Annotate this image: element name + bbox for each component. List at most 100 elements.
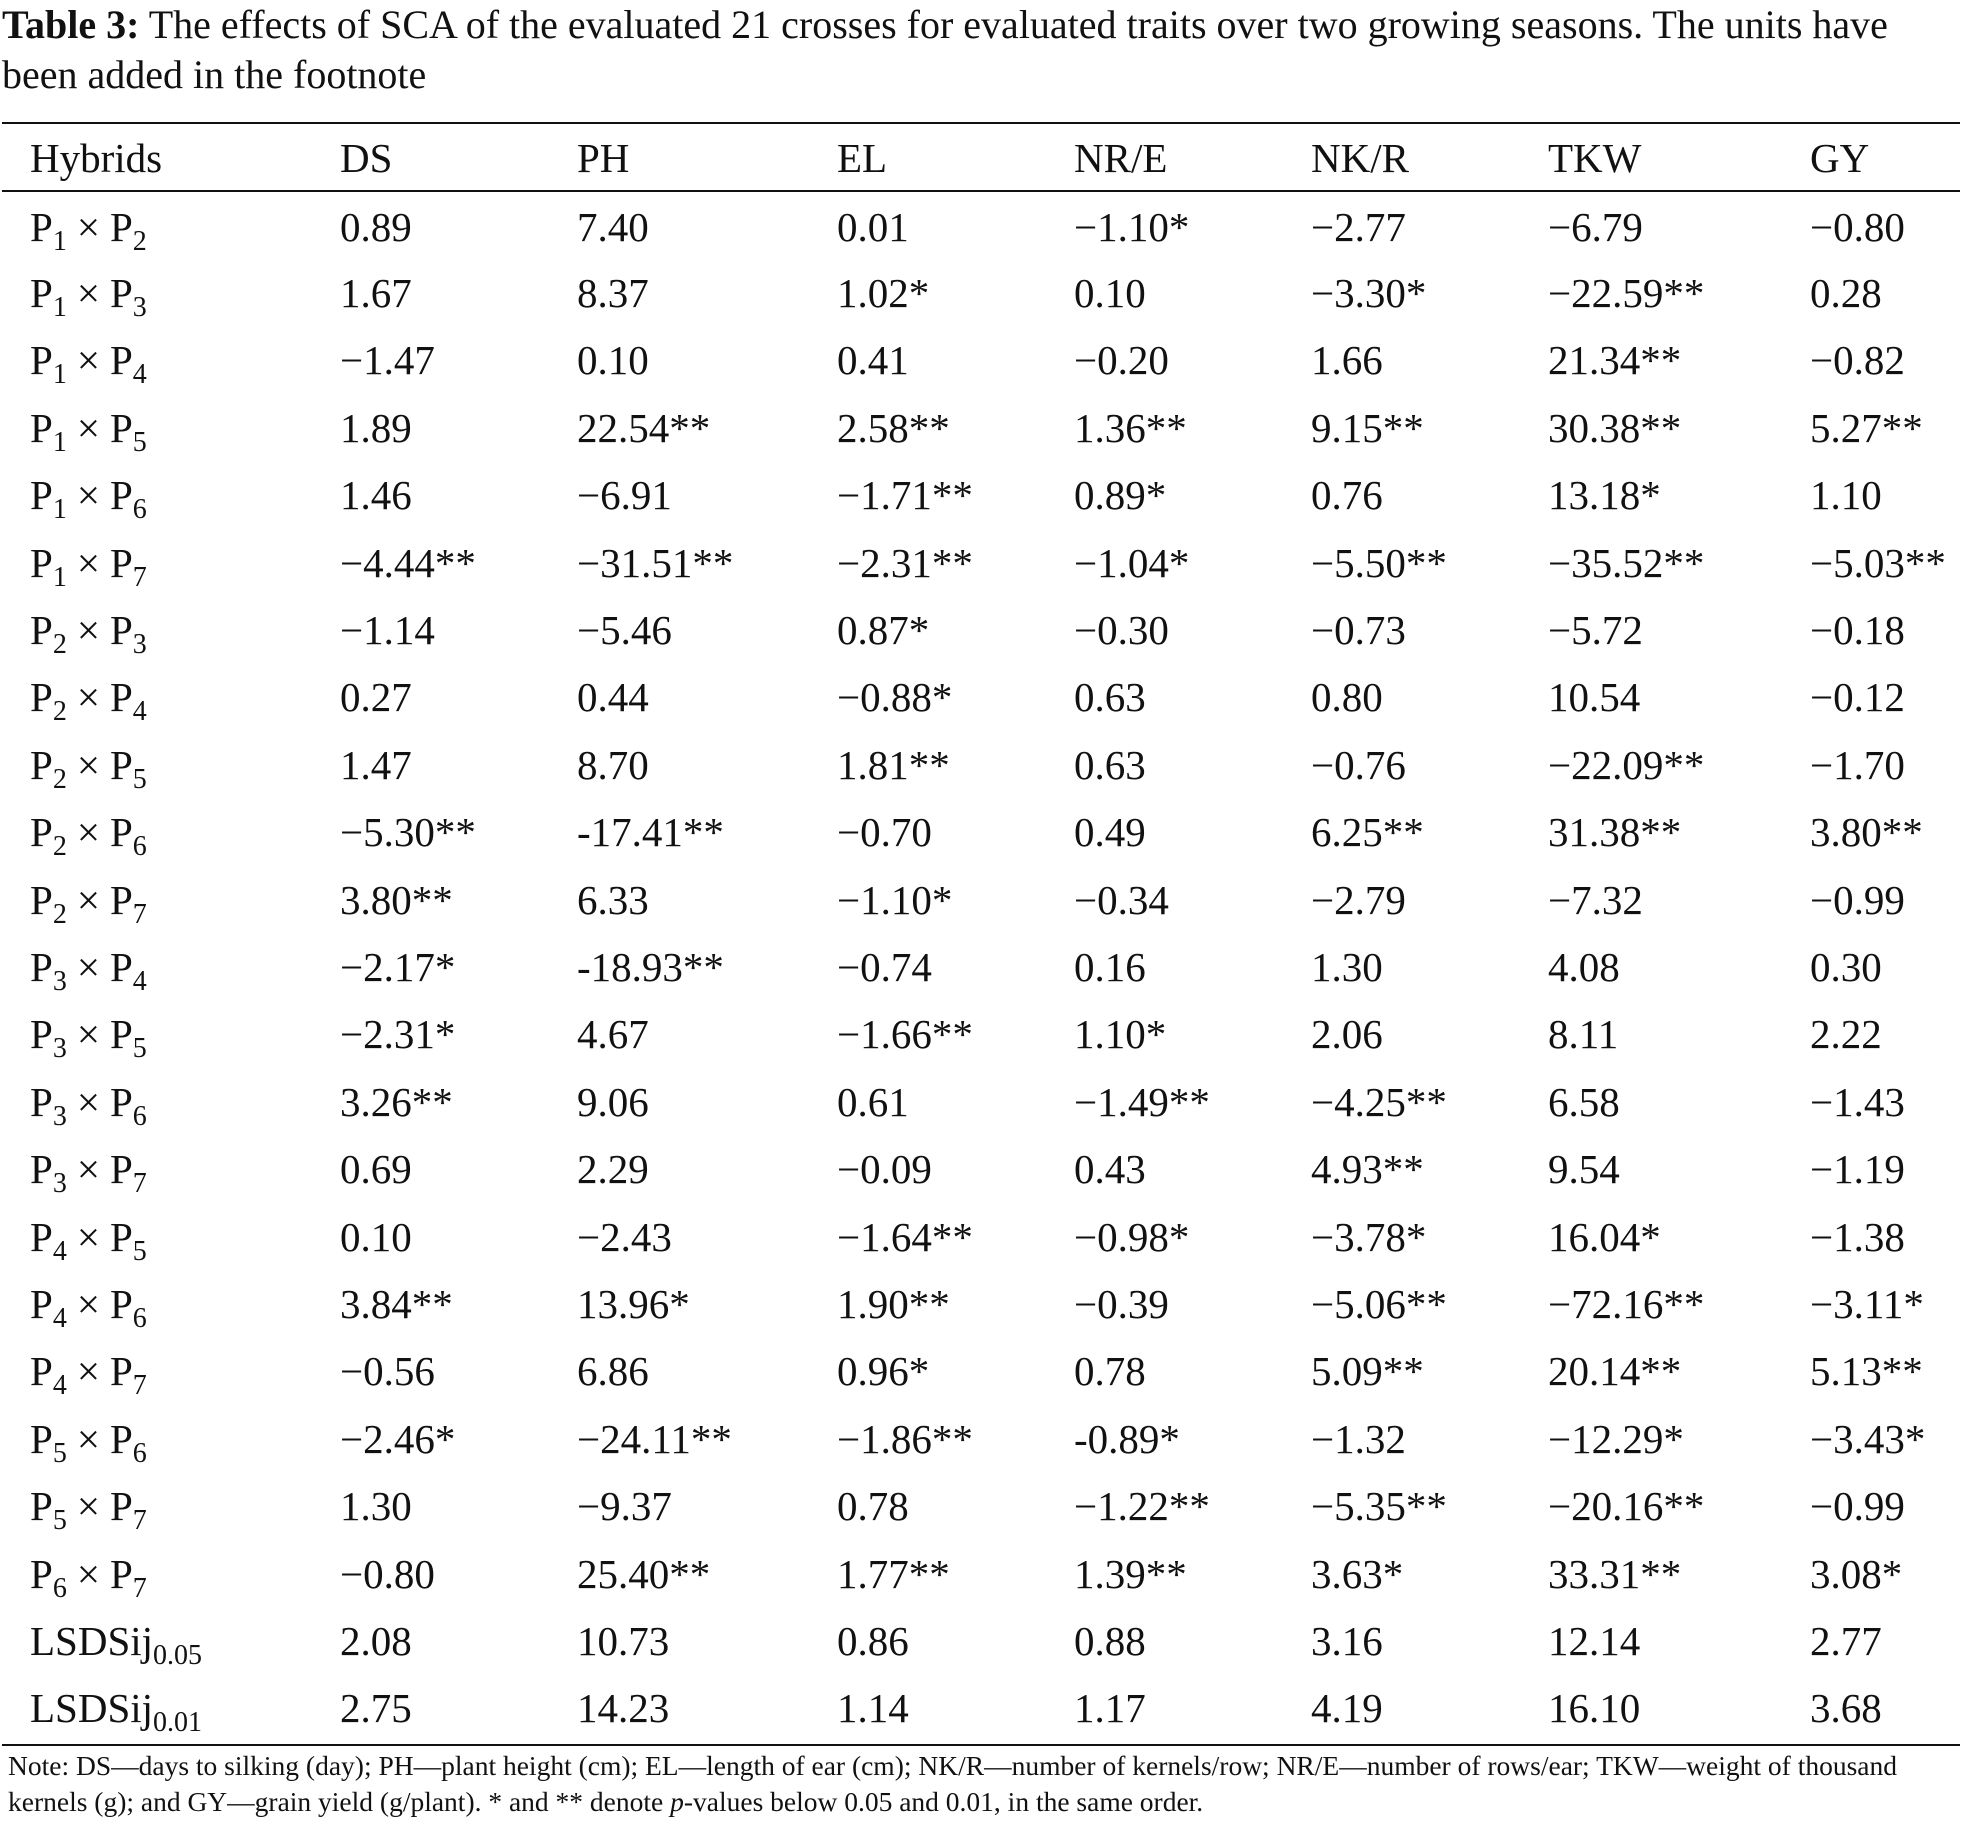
cross-operator: ×	[76, 203, 100, 250]
parent-b: P	[109, 809, 133, 856]
cross-operator: ×	[76, 741, 100, 788]
value-cell: 2.22	[1810, 1011, 1882, 1058]
value-cell: 1.89	[340, 404, 412, 451]
parent-b-index: 2	[132, 225, 147, 257]
hybrid-cell: P5 × P6	[2, 1405, 340, 1472]
parent-a: P	[30, 337, 53, 384]
parent-b: P	[109, 1213, 133, 1260]
parent-a: P	[30, 1415, 53, 1462]
parent-a-index: 2	[52, 629, 67, 661]
value-cell: 1.46	[340, 472, 412, 519]
value-cell: 0.30	[1810, 943, 1882, 990]
value-cell: −24.11**	[577, 1415, 732, 1462]
parent-a: P	[30, 876, 53, 923]
column-header-el: EL	[837, 135, 888, 181]
value-cell: 9.06	[577, 1078, 649, 1125]
value-cell: 0.10	[1074, 270, 1146, 317]
parent-a: P	[30, 1348, 53, 1395]
parent-a: P	[30, 1213, 53, 1260]
hybrid-cell: P6 × P7	[2, 1540, 340, 1607]
parent-b: P	[109, 1011, 133, 1058]
cross-operator: ×	[76, 539, 100, 586]
value-cell: 1.30	[340, 1483, 412, 1530]
lsd-value-cell: 2.08	[340, 1617, 412, 1664]
hybrid-cell: P3 × P6	[2, 1068, 340, 1135]
value-cell: −1.70	[1810, 741, 1905, 788]
cross-operator: ×	[76, 1280, 100, 1327]
hybrid-cell: P1 × P2	[2, 192, 340, 259]
value-cell: −31.51**	[577, 539, 734, 586]
value-cell: 9.15**	[1311, 404, 1424, 451]
value-cell: −1.47	[340, 337, 435, 384]
lsd-label: LSDSij	[30, 1617, 154, 1664]
parent-b-index: 3	[132, 629, 147, 661]
lsd-value-cell: 0.88	[1074, 1617, 1146, 1664]
table-row: P3 × P6 3.26** 9.06 0.61 −1.49** −4.25** 6.58 −1.…	[2, 1068, 1960, 1135]
parent-a: P	[30, 607, 53, 654]
value-cell: 21.34**	[1548, 337, 1682, 384]
value-cell: 2.06	[1311, 1011, 1383, 1058]
parent-b-index: 6	[132, 494, 147, 526]
value-cell: −0.39	[1074, 1280, 1169, 1327]
cross-operator: ×	[76, 337, 100, 384]
lsd-value-cell: 14.23	[577, 1685, 670, 1732]
value-cell: 8.11	[1548, 1011, 1619, 1058]
cross-operator: ×	[76, 809, 100, 856]
value-cell: −3.78*	[1311, 1213, 1427, 1260]
table-row: P4 × P7 −0.56 6.86 0.96* 0.78 5.09** 20.14** 5.13…	[2, 1338, 1960, 1405]
lsd-value-cell: 16.10	[1548, 1685, 1641, 1732]
parent-b: P	[109, 876, 133, 923]
parent-b: P	[109, 1078, 133, 1125]
lsd-label-cell: LSDSij0.05	[2, 1607, 340, 1674]
value-cell: 4.67	[577, 1011, 649, 1058]
value-cell: 25.40**	[577, 1550, 711, 1597]
parent-b-index: 7	[132, 1370, 147, 1402]
value-cell: −0.88*	[837, 674, 953, 721]
parent-b-index: 4	[132, 965, 147, 997]
parent-b-index: 4	[132, 359, 147, 391]
value-cell: 6.33	[577, 876, 649, 923]
parent-b: P	[109, 1483, 133, 1530]
parent-b-index: 7	[132, 1168, 147, 1200]
lsd-value-cell: 0.86	[837, 1617, 909, 1664]
value-cell: 8.70	[577, 741, 649, 788]
value-cell: 1.47	[340, 741, 412, 788]
value-cell: −2.31*	[340, 1011, 456, 1058]
footnote-text: Note: DS—days to silking (day); PH—plant…	[8, 1750, 1897, 1817]
parent-b-index: 7	[132, 898, 147, 930]
value-cell: 0.69	[340, 1146, 412, 1193]
table-row: P1 × P5 1.89 22.54** 2.58** 1.36** 9.15** 30.38*…	[2, 394, 1960, 461]
cross-operator: ×	[76, 943, 100, 990]
parent-a: P	[30, 404, 53, 451]
value-cell: −7.32	[1548, 876, 1643, 923]
parent-b-index: 7	[132, 561, 147, 593]
value-cell: 1.66	[1311, 337, 1383, 384]
table-row: P2 × P5 1.47 8.70 1.81** 0.63 −0.76 −22.09** −1.7…	[2, 731, 1960, 798]
parent-b: P	[109, 1146, 133, 1193]
parent-b: P	[109, 674, 133, 721]
value-cell: 0.44	[577, 674, 649, 721]
value-cell: −1.64**	[837, 1213, 973, 1260]
value-cell: −0.70	[837, 809, 932, 856]
parent-b-index: 7	[132, 1572, 147, 1604]
value-cell: 5.27**	[1810, 404, 1923, 451]
parent-b-index: 5	[132, 763, 147, 795]
value-cell: 0.27	[340, 674, 412, 721]
cross-operator: ×	[76, 270, 100, 317]
lsd-value-cell: 2.77	[1810, 1617, 1882, 1664]
parent-b: P	[109, 337, 133, 384]
value-cell: 1.10	[1810, 472, 1882, 519]
value-cell: −0.73	[1311, 607, 1406, 654]
lsd-value-cell: 1.17	[1074, 1685, 1146, 1732]
parent-b-index: 6	[132, 831, 147, 863]
value-cell: −0.20	[1074, 337, 1169, 384]
value-cell: 10.54	[1548, 674, 1641, 721]
parent-a-index: 4	[52, 1302, 67, 1334]
cross-operator: ×	[76, 472, 100, 519]
lsd-row: LSDSij0.01 2.75 14.23 1.14 1.17 4.19 16.10 3.68	[2, 1675, 1960, 1742]
value-cell: −1.49**	[1074, 1078, 1210, 1125]
lsd-row: LSDSij0.05 2.08 10.73 0.86 0.88 3.16 12.14 2.77	[2, 1607, 1960, 1674]
value-cell: −0.82	[1810, 337, 1905, 384]
parent-a-index: 5	[52, 1505, 67, 1537]
value-cell: 0.63	[1074, 741, 1146, 788]
